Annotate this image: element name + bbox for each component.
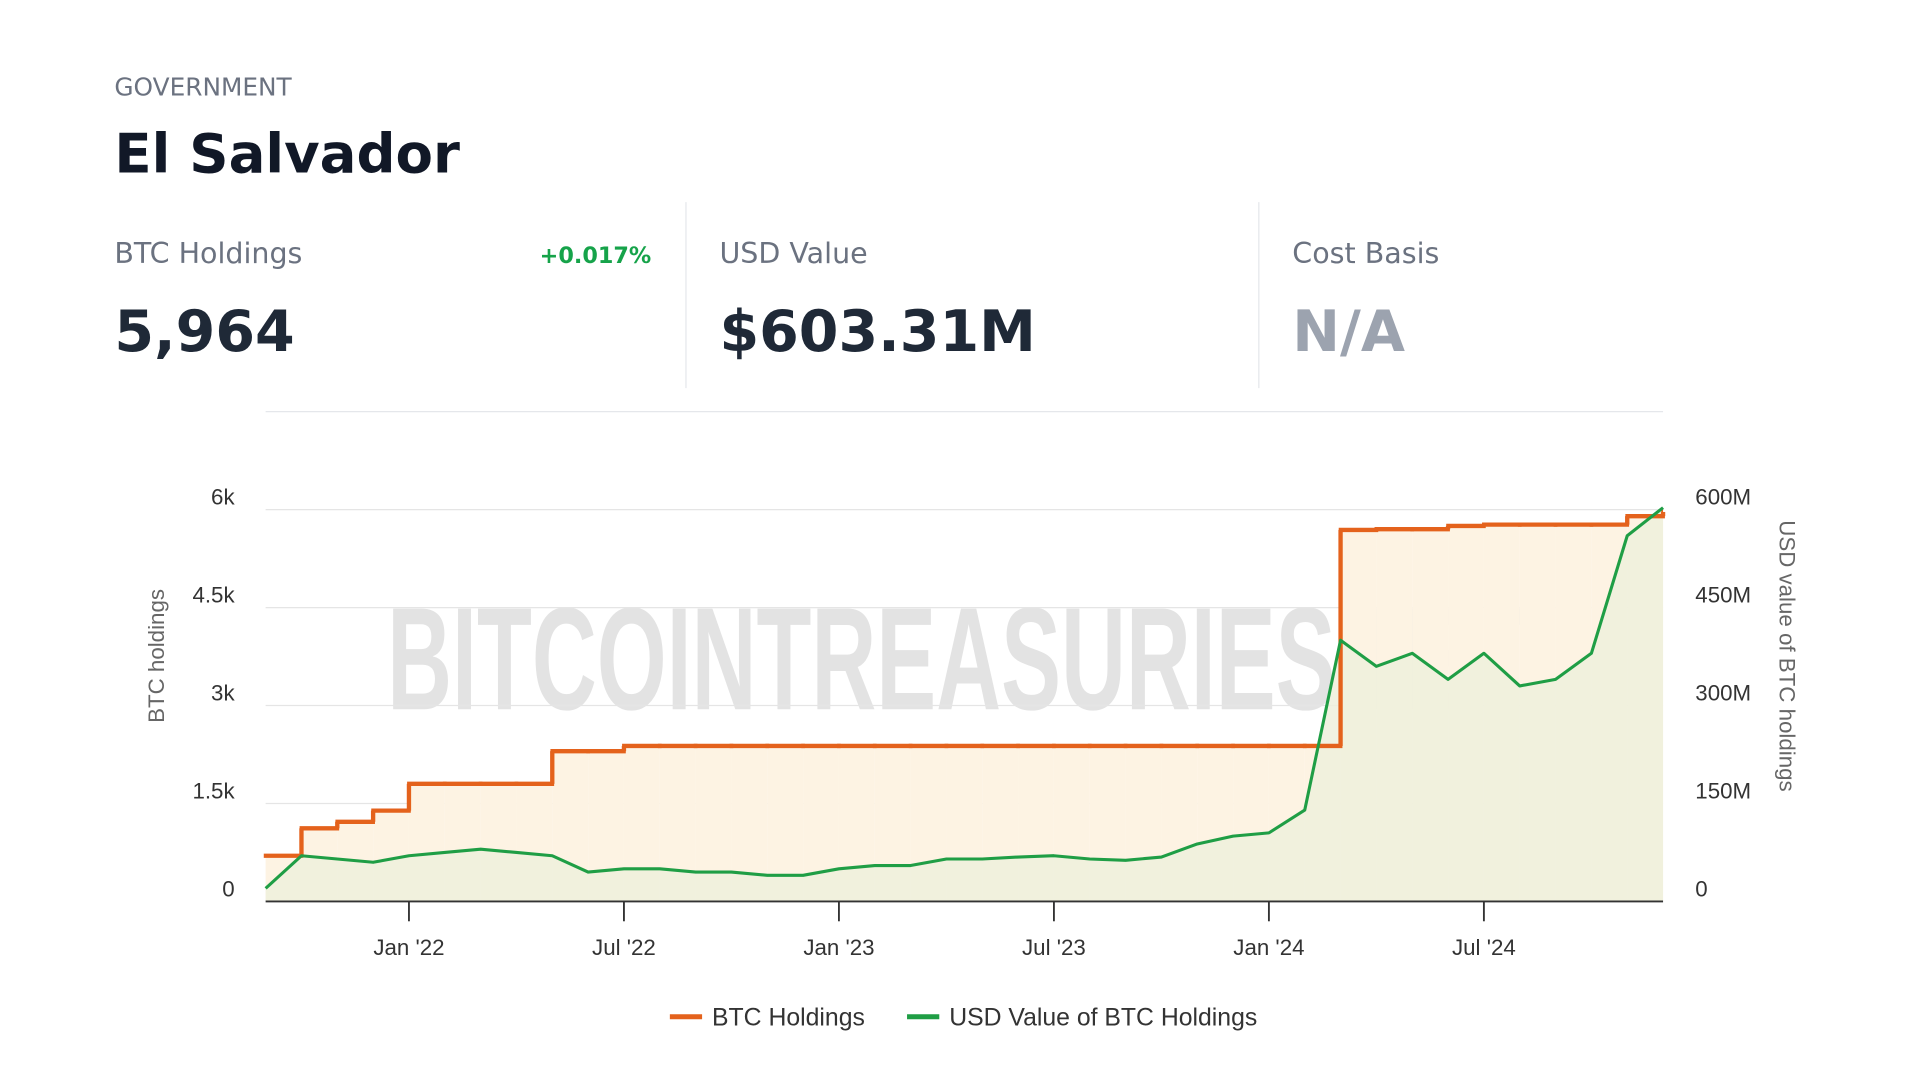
y2-tick-label: 0 (1695, 876, 1707, 901)
stat-value: N/A (1292, 299, 1405, 365)
y2-tick-label: 600M (1695, 485, 1751, 510)
y-tick-label: 4.5k (192, 583, 235, 608)
y2-tick-label: 450M (1695, 583, 1751, 608)
y2-axis-title: USD value of BTC holdings (1775, 520, 1800, 791)
area (265, 507, 1664, 902)
category: GOVERNMENT (114, 72, 292, 101)
stat-value: 5,964 (114, 299, 294, 365)
y-tick-label: 1.5k (192, 779, 235, 804)
y2-tick-label: 300M (1695, 681, 1751, 706)
y-axis-title: BTC holdings (144, 589, 169, 723)
x-tick-label: Jan '24 (1233, 935, 1304, 960)
stat-label: USD Value (719, 237, 867, 270)
y-tick-label: 3k (211, 681, 235, 706)
line (264, 506, 1665, 890)
stat-value: $603.31M (719, 299, 1035, 365)
y2-tick-label: 150M (1695, 779, 1751, 804)
y-tick-label: 0 (222, 876, 234, 901)
stat-label: BTC Holdings (114, 237, 302, 270)
y-tick-label: 6k (211, 485, 235, 510)
x-tick-label: Jan '22 (373, 935, 444, 960)
stat-label: Cost Basis (1292, 237, 1439, 270)
x-tick-label: Jul '22 (592, 935, 656, 960)
legend-label: BTC Holdings (712, 1004, 865, 1031)
x-tick-label: Jan '23 (803, 935, 874, 960)
x-tick-label: Jul '23 (1022, 935, 1086, 960)
stat-change: +0.017% (540, 243, 652, 269)
legend-label: USD Value of BTC Holdings (949, 1004, 1257, 1031)
x-tick-label: Jul '24 (1452, 935, 1516, 960)
page-title: El Salvador (114, 121, 460, 185)
